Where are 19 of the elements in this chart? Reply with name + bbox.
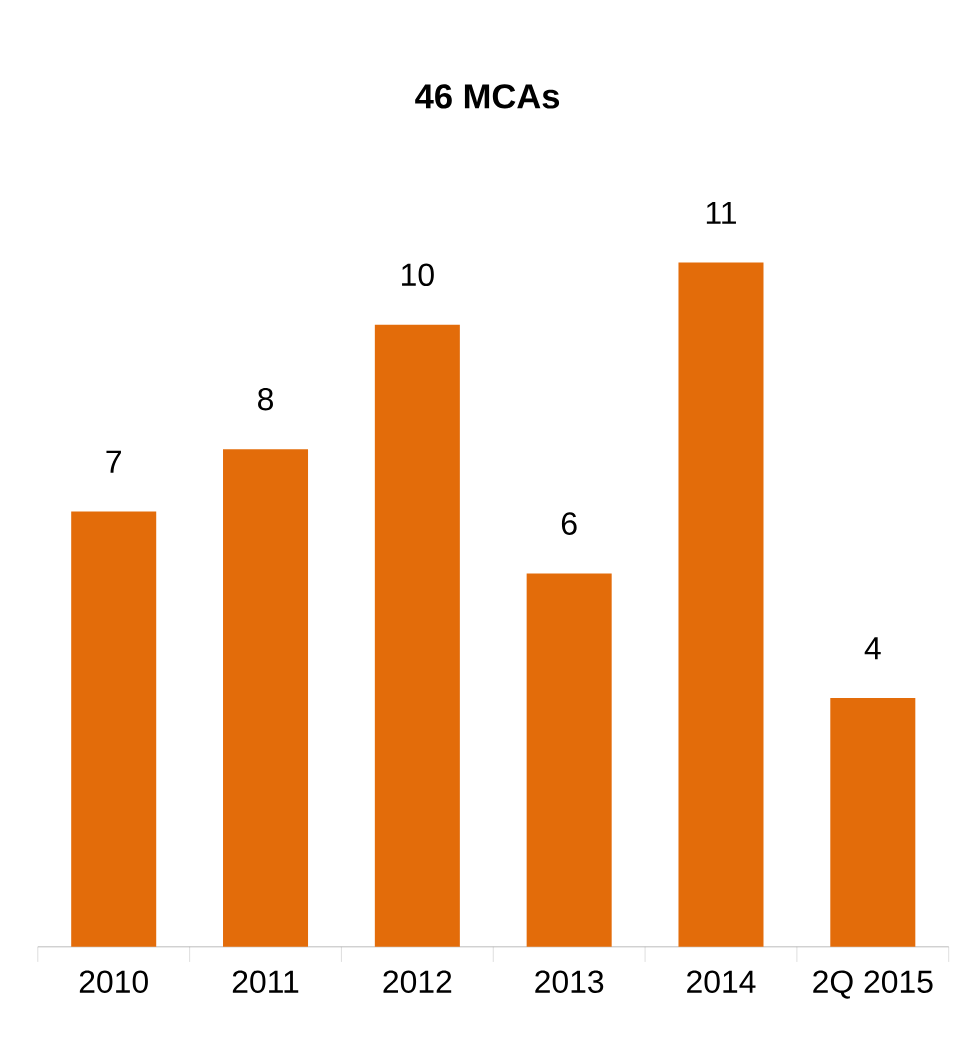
data-label: 7 bbox=[106, 450, 121, 473]
x-tick-label: 2014 bbox=[687, 970, 756, 993]
bar bbox=[678, 262, 764, 947]
bar bbox=[830, 698, 916, 947]
bar bbox=[374, 324, 460, 947]
data-label: 10 bbox=[402, 263, 434, 287]
x-tick-label: 2013 bbox=[535, 970, 604, 993]
data-label: 4 bbox=[864, 637, 881, 660]
x-tick-label: 2010 bbox=[79, 970, 148, 993]
bar bbox=[71, 511, 157, 947]
bar bbox=[526, 573, 612, 947]
chart-title: 46 MCAs bbox=[415, 84, 560, 109]
bar bbox=[222, 449, 308, 947]
x-tick-label: 2011 bbox=[232, 970, 299, 993]
x-tick-label: 2Q 2015 bbox=[813, 970, 933, 999]
data-label: 6 bbox=[561, 512, 577, 535]
data-label: 11 bbox=[706, 201, 736, 224]
x-tick-label: 2012 bbox=[383, 970, 452, 993]
data-label: 8 bbox=[257, 387, 273, 411]
